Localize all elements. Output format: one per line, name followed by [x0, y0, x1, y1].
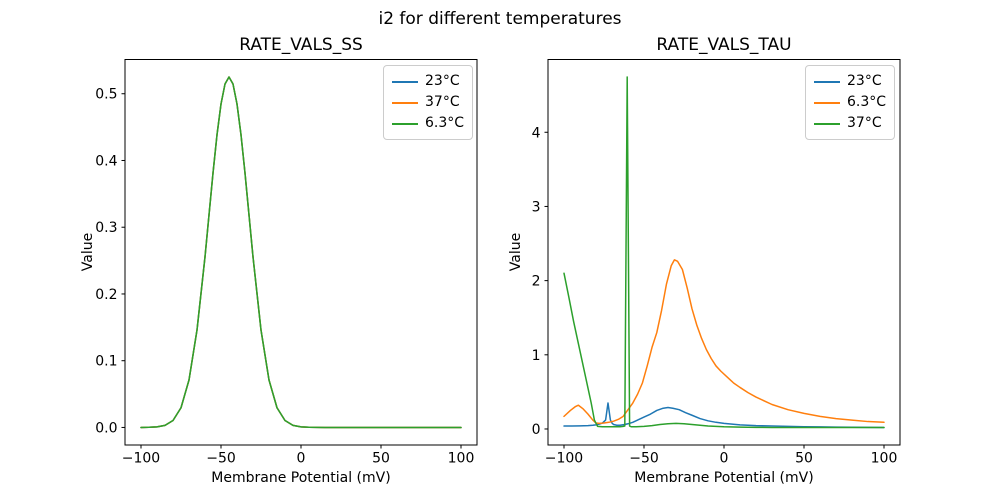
legend-line-icon [392, 122, 418, 125]
subplot-tau-xlabel: Membrane Potential (mV) [634, 470, 814, 486]
series-line-6.3C-1 [563, 259, 885, 425]
legend-entry: 37°C [392, 92, 464, 113]
axes-0-ytick-label: 0.2 [95, 287, 117, 303]
axes-1-xtick-label: −50 [629, 451, 659, 467]
axes-0-ytick-label: 0.4 [95, 153, 117, 169]
axes-1-ytick-label: 4 [532, 125, 541, 141]
axes-1-ytick-label: 0 [532, 422, 541, 438]
axes-0-ytick-label: 0.3 [95, 220, 117, 236]
legend-label: 6.3°C [425, 115, 465, 131]
axes-1-xtick-label: 100 [871, 451, 898, 467]
subplot-tau-ylabel: Value [508, 232, 524, 272]
subplot-tau-title: RATE_VALS_TAU [656, 35, 792, 55]
legend-line-icon [814, 101, 840, 104]
axes-1-xtick-label: 50 [795, 451, 813, 467]
legend-label: 37°C [847, 115, 882, 131]
legend-line-icon [392, 80, 418, 83]
legend-ss: 23°C 37°C 6.3°C [383, 65, 474, 140]
legend-label: 23°C [425, 73, 460, 89]
axes-0-xtick-label: 100 [448, 451, 475, 467]
legend-label: 6.3°C [847, 94, 887, 110]
subplot-ss-xlabel: Membrane Potential (mV) [211, 470, 391, 486]
axes-1-ytick-label: 3 [532, 199, 541, 215]
series-line-6.3C-0 [140, 76, 462, 429]
axes-1-ytick-label: 1 [532, 348, 541, 364]
legend-label: 23°C [847, 73, 882, 89]
subplot-ss-ylabel: Value [80, 232, 96, 272]
axes-0-ytick-label: 0.5 [95, 87, 117, 103]
axes-1-ytick-label: 2 [532, 274, 541, 290]
axes-0-ytick-label: 0.0 [95, 420, 117, 436]
axes-0-xtick-label: 50 [372, 451, 390, 467]
subplot-ss-title: RATE_VALS_SS [239, 35, 363, 55]
legend-line-icon [814, 122, 840, 125]
axes-0-xtick-label: −100 [122, 451, 160, 467]
figure-title: i2 for different temperatures [378, 9, 622, 29]
axes-0-ytick-label: 0.1 [95, 354, 117, 370]
axes-0-xtick-label: −50 [206, 451, 236, 467]
series-line-37C-1 [563, 76, 885, 429]
legend-entry: 23°C [814, 71, 886, 92]
legend-entry: 6.3°C [392, 113, 464, 134]
legend-label: 37°C [425, 94, 460, 110]
legend-line-icon [392, 101, 418, 104]
axes-1-xtick-label: 0 [720, 451, 729, 467]
series-line-23C-1 [563, 402, 885, 429]
legend-line-icon [814, 80, 840, 83]
axes-1-xtick-label: −100 [545, 451, 583, 467]
legend-entry: 37°C [814, 113, 886, 134]
axes-0-xtick-label: 0 [297, 451, 306, 467]
legend-entry: 23°C [392, 71, 464, 92]
legend-entry: 6.3°C [814, 92, 886, 113]
legend-tau: 23°C 6.3°C 37°C [805, 65, 896, 140]
